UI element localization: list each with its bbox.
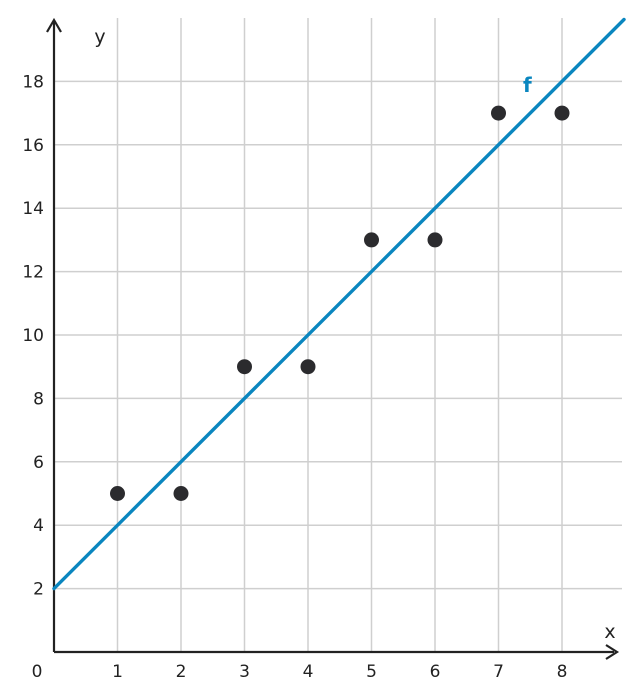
x-tick-label-4: 4 — [303, 662, 314, 682]
fit-line-layer: f — [52, 17, 626, 591]
data-point-4 — [300, 359, 316, 375]
y-axis-label: y — [94, 26, 105, 48]
x-tick-label-7: 7 — [493, 662, 504, 682]
x-tick-label-1: 1 — [112, 662, 123, 682]
x-tick-label-5: 5 — [366, 662, 377, 682]
origin-label: 0 — [32, 662, 43, 682]
data-point-3 — [237, 359, 252, 375]
fit-line-f — [52, 17, 626, 591]
y-tick-label-4: 4 — [33, 516, 44, 536]
data-point-6 — [427, 232, 443, 248]
y-tick-label-14: 14 — [22, 199, 44, 219]
fit-line-label: f — [523, 73, 532, 97]
y-tick-label-18: 18 — [22, 72, 44, 92]
x-tick-label-3: 3 — [239, 662, 250, 682]
y-tick-label-2: 2 — [33, 580, 44, 600]
y-tick-label-8: 8 — [33, 389, 44, 409]
data-point-7 — [491, 105, 506, 121]
x-axis-label: x — [604, 621, 615, 643]
data-point-8 — [554, 105, 570, 121]
y-tick-label-10: 10 — [22, 326, 44, 346]
data-points — [110, 105, 570, 501]
axes: x y 0 — [32, 17, 620, 682]
y-axis-arrow-icon — [46, 17, 62, 33]
x-axis-arrow-icon — [605, 644, 620, 660]
grid-layer — [54, 18, 622, 652]
y-tick-label-6: 6 — [33, 453, 44, 473]
y-tick-label-12: 12 — [22, 263, 44, 283]
y-tick-label-16: 16 — [22, 136, 44, 156]
x-tick-label-6: 6 — [430, 662, 441, 682]
x-tick-label-2: 2 — [176, 662, 187, 682]
data-point-1 — [110, 486, 125, 501]
x-tick-label-8: 8 — [557, 662, 568, 682]
data-point-2 — [173, 486, 189, 501]
data-point-5 — [364, 232, 379, 248]
